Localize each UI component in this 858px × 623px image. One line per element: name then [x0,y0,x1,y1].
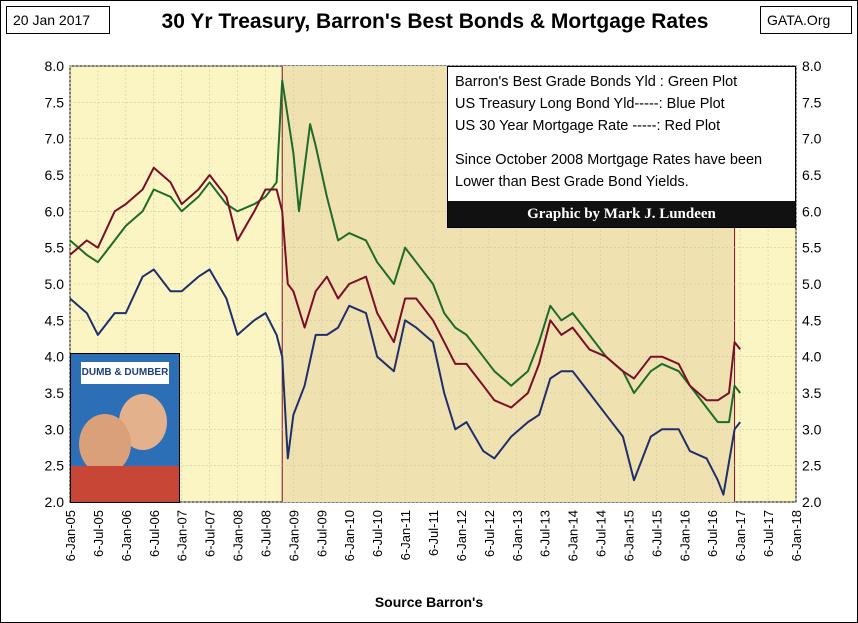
legend-box: Barron's Best Grade Bonds Yld : Green Pl… [447,66,796,228]
chart-title: 30 Yr Treasury, Barron's Best Bonds & Mo… [161,10,709,33]
poster-title: DUMB & DUMBER [81,362,169,384]
y-tick-label-left: 8.0 [45,58,65,74]
y-tick-label-left: 6.0 [45,203,65,219]
x-tick-label: 6-Jul-08 [258,510,273,557]
y-tick-label-right: 2.5 [802,458,822,474]
x-tick-label: 6-Jan-10 [342,510,357,561]
x-tick-label: 6-Jan-14 [566,510,581,561]
x-tick-label: 6-Jul-13 [538,510,553,557]
y-tick-label-left: 7.5 [45,94,65,110]
x-tick-label: 6-Jan-15 [621,510,636,561]
y-tick-label-right: 8.0 [802,58,822,74]
x-tick-label: 6-Jan-12 [454,510,469,561]
y-tick-label-left: 4.0 [45,349,65,365]
y-tick-label-left: 2.5 [45,458,65,474]
y-tick-label-left: 4.5 [45,312,65,328]
grid-lines [69,65,797,503]
y-tick-label-right: 5.0 [802,276,822,292]
y-tick-label-right: 6.0 [802,203,822,219]
x-tick-label: 6-Jan-18 [789,510,804,561]
x-tick-label: 6-Jul-05 [91,510,106,557]
y-tick-label-right: 2.0 [802,494,822,510]
date-label: 20 Jan 2017 [6,6,110,34]
x-tick-label: 6-Jan-11 [398,510,413,560]
x-tick-label: 6-Jul-11 [426,510,441,556]
y-axis-left: 8.0 7.5 7.0 6.5 6.0 5.5 5.0 4.5 4.0 3.5 3.0 2.5 2.0 [45,58,65,510]
y-tick-label-left: 7.0 [45,131,65,147]
y-tick-label-left: 6.5 [45,167,65,183]
series-line-0 [69,79,741,424]
x-tick-label: 6-Jan-07 [175,510,190,561]
poster-face-left [79,414,131,474]
credit-bar: Graphic by Mark J. Lundeen [448,201,795,227]
x-tick-label: 6-Jan-06 [119,510,134,561]
x-tick-label: 6-Jan-13 [510,510,525,561]
x-tick-label: 6-Jul-09 [314,510,329,557]
x-tick-label: 6-Jan-05 [63,510,78,561]
x-tick-label: 6-Jul-15 [649,510,664,557]
y-tick-label-right: 6.5 [802,167,822,183]
poster-shirt [71,466,179,502]
x-tick-label: 6-Jul-17 [761,510,776,557]
y-tick-label-right: 3.0 [802,421,822,437]
x-axis: 6-Jan-05 6-Jul-05 6-Jan-06 6-Jul-06 6-Jan-07… [63,510,804,561]
series-layer [69,79,741,496]
x-tick-label: 6-Jul-06 [147,510,162,557]
y-tick-label-right: 4.0 [802,349,822,365]
x-tick-label: 6-Jul-12 [482,510,497,557]
y-tick-label-left: 5.0 [45,276,65,292]
legend-note: Since October 2008 Mortgage Rates have b… [455,152,763,190]
x-tick-label: 6-Jul-14 [594,510,609,557]
y-tick-label-left: 2.0 [45,494,65,510]
y-tick-label-right: 5.5 [802,240,822,256]
x-tick-label: 6-Jul-16 [705,510,720,557]
y-tick-label-right: 7.5 [802,94,822,110]
legend-green: Barron's Best Grade Bonds Yld : Green Pl… [455,74,738,90]
x-tick-label: 6-Jan-08 [231,510,246,561]
legend-blue: US Treasury Long Bond Yld-----: Blue Plo… [455,96,725,112]
x-tick-label: 6-Jan-16 [677,510,692,561]
y-tick-label-left: 3.0 [45,421,65,437]
y-tick-label-right: 7.0 [802,131,822,147]
legend-red: US 30 Year Mortgage Rate -----: Red Plot [455,118,721,134]
series-line-1 [69,268,741,496]
x-tick-label: 6-Jul-10 [370,510,385,557]
dumb-and-dumber-poster: DUMB & DUMBER [70,353,180,503]
y-axis-right: 8.0 7.5 7.0 6.5 6.0 5.5 5.0 4.5 4.0 3.5 3.0 2.5 2.0 [802,58,822,510]
site-label: GATA.Org [760,6,852,34]
x-tick-label: 6-Jan-09 [286,510,301,561]
y-tick-label-left: 5.5 [45,240,65,256]
series-line-2 [69,166,741,409]
source-label: Source Barron's [374,594,484,610]
x-tick-label: 6-Jul-07 [203,510,218,557]
y-tick-label-right: 4.5 [802,312,822,328]
y-tick-label-left: 3.5 [45,385,65,401]
y-tick-label-right: 3.5 [802,385,822,401]
x-tick-label: 6-Jan-17 [733,510,748,561]
